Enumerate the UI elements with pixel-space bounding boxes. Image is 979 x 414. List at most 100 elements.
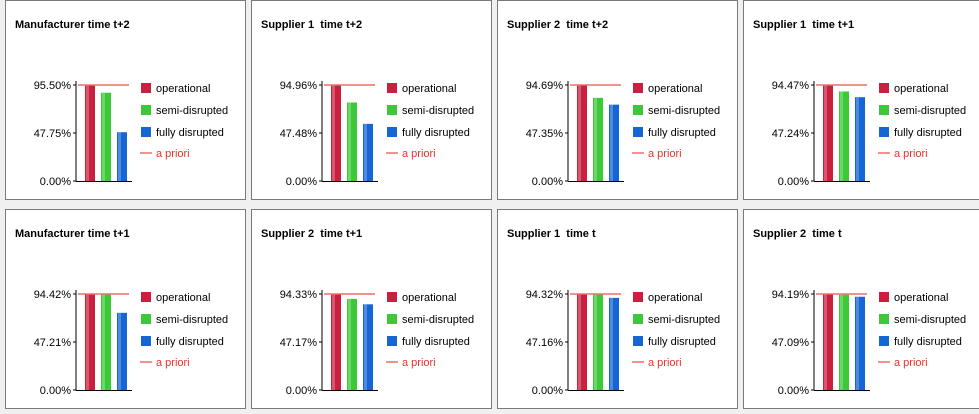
legend-label: a priori bbox=[894, 357, 928, 369]
y-tick-label: 47.24% bbox=[772, 128, 810, 140]
y-tick-label: 0.00% bbox=[40, 176, 71, 188]
legend-label: fully disrupted bbox=[894, 336, 962, 348]
legend-label: semi-disrupted bbox=[648, 314, 720, 326]
y-tick-label: 95.50% bbox=[34, 80, 72, 92]
legend-label: operational bbox=[156, 292, 210, 304]
legend-swatch bbox=[879, 292, 889, 302]
bar-highlight bbox=[578, 294, 581, 390]
chart-plot: 95.50% 47.75% 0.00% operational semi-disrupt… bbox=[34, 80, 228, 188]
chart-title: Supplier 2 time t+1 bbox=[261, 228, 363, 240]
legend-swatch bbox=[141, 292, 151, 302]
legend-swatch bbox=[141, 314, 151, 324]
legend-label: semi-disrupted bbox=[156, 314, 228, 326]
chart-title: Manufacturer time t+2 bbox=[15, 19, 130, 31]
legend-label: operational bbox=[648, 292, 702, 304]
y-tick-label: 47.16% bbox=[526, 337, 564, 349]
y-tick-label: 0.00% bbox=[286, 385, 317, 397]
legend-swatch bbox=[141, 83, 151, 93]
chart-panel: Supplier 2 time t 94.19% 47.09% 0.00% operat… bbox=[743, 209, 979, 409]
y-tick-label: 94.47% bbox=[772, 80, 810, 92]
legend-swatch bbox=[879, 336, 889, 346]
y-tick-label: 0.00% bbox=[778, 385, 809, 397]
bar-semi-disrupted bbox=[839, 294, 849, 390]
bar-operational bbox=[85, 294, 95, 390]
bar-operational bbox=[577, 85, 587, 181]
legend-label: fully disrupted bbox=[156, 127, 224, 139]
bar-fully-disrupted bbox=[855, 296, 865, 390]
legend-label: operational bbox=[402, 83, 456, 95]
legend-swatch bbox=[633, 336, 643, 346]
y-tick-label: 94.33% bbox=[280, 289, 318, 301]
chart-panel: Supplier 2 time t+1 94.33% 47.17% 0.00% oper… bbox=[251, 209, 492, 409]
bar-highlight bbox=[578, 85, 581, 181]
legend-label: a priori bbox=[156, 148, 190, 160]
y-tick-label: 0.00% bbox=[40, 385, 71, 397]
bar-fully-disrupted bbox=[855, 97, 865, 181]
legend-swatch bbox=[879, 83, 889, 93]
chart-plot: 94.42% 47.21% 0.00% operational semi-disrupt… bbox=[34, 289, 228, 397]
chart-plot: 94.96% 47.48% 0.00% operational semi-disrupt… bbox=[280, 80, 474, 188]
bar-fully-disrupted bbox=[117, 132, 127, 181]
bar-highlight bbox=[856, 296, 859, 390]
legend-label: a priori bbox=[156, 357, 190, 369]
bar-operational bbox=[85, 85, 95, 181]
bar-highlight bbox=[86, 294, 89, 390]
bar-semi-disrupted bbox=[593, 294, 603, 390]
bar-fully-disrupted bbox=[609, 297, 619, 390]
legend-label: semi-disrupted bbox=[648, 105, 720, 117]
bar-semi-disrupted bbox=[101, 294, 111, 390]
chart-title: Supplier 1 time t+1 bbox=[753, 19, 855, 31]
bar-semi-disrupted bbox=[593, 97, 603, 181]
legend-label: semi-disrupted bbox=[402, 314, 474, 326]
bar-highlight bbox=[348, 102, 351, 181]
legend-swatch bbox=[387, 292, 397, 302]
legend-label: fully disrupted bbox=[894, 127, 962, 139]
bar-semi-disrupted bbox=[101, 92, 111, 181]
legend-swatch bbox=[387, 105, 397, 115]
chart-panel: Supplier 1 time t+2 94.96% 47.48% 0.00% oper… bbox=[251, 0, 492, 200]
legend-swatch bbox=[633, 83, 643, 93]
y-tick-label: 94.42% bbox=[34, 289, 72, 301]
legend-label: a priori bbox=[648, 357, 682, 369]
bar-highlight bbox=[364, 304, 367, 390]
legend-label: operational bbox=[894, 83, 948, 95]
chart-panel: Supplier 2 time t+2 94.69% 47.35% 0.00% oper… bbox=[497, 0, 738, 200]
chart-title: Supplier 1 time t bbox=[507, 228, 596, 240]
legend-swatch bbox=[633, 292, 643, 302]
bar-fully-disrupted bbox=[117, 312, 127, 390]
y-tick-label: 47.35% bbox=[526, 128, 564, 140]
y-tick-label: 94.19% bbox=[772, 289, 810, 301]
bar-fully-disrupted bbox=[363, 123, 373, 181]
legend-label: a priori bbox=[648, 148, 682, 160]
legend-swatch bbox=[141, 127, 151, 137]
y-tick-label: 0.00% bbox=[778, 176, 809, 188]
legend-label: semi-disrupted bbox=[402, 105, 474, 117]
bar-semi-disrupted bbox=[347, 102, 357, 181]
bar-highlight bbox=[364, 123, 367, 181]
y-tick-label: 47.09% bbox=[772, 337, 810, 349]
chart-title: Supplier 1 time t+2 bbox=[261, 19, 363, 31]
bar-highlight bbox=[102, 294, 105, 390]
bar-highlight bbox=[348, 298, 351, 390]
legend-label: semi-disrupted bbox=[894, 105, 966, 117]
bar-highlight bbox=[824, 294, 827, 390]
bar-operational bbox=[823, 85, 833, 181]
legend-label: fully disrupted bbox=[156, 336, 224, 348]
bar-semi-disrupted bbox=[347, 298, 357, 390]
bar-semi-disrupted bbox=[839, 91, 849, 181]
legend-label: a priori bbox=[894, 148, 928, 160]
legend-label: operational bbox=[648, 83, 702, 95]
bar-highlight bbox=[332, 294, 335, 390]
y-tick-label: 47.75% bbox=[34, 128, 72, 140]
y-tick-label: 94.69% bbox=[526, 80, 564, 92]
y-tick-label: 47.17% bbox=[280, 337, 318, 349]
bar-highlight bbox=[118, 312, 121, 390]
chart-plot: 94.32% 47.16% 0.00% operational semi-disrupt… bbox=[526, 289, 720, 397]
bar-operational bbox=[823, 294, 833, 390]
legend-swatch bbox=[633, 105, 643, 115]
chart-panel: Manufacturer time t+1 94.42% 47.21% 0.00% op… bbox=[5, 209, 246, 409]
chart-title: Manufacturer time t+1 bbox=[15, 228, 130, 240]
y-tick-label: 94.96% bbox=[280, 80, 318, 92]
legend-label: semi-disrupted bbox=[156, 105, 228, 117]
legend-swatch bbox=[387, 83, 397, 93]
